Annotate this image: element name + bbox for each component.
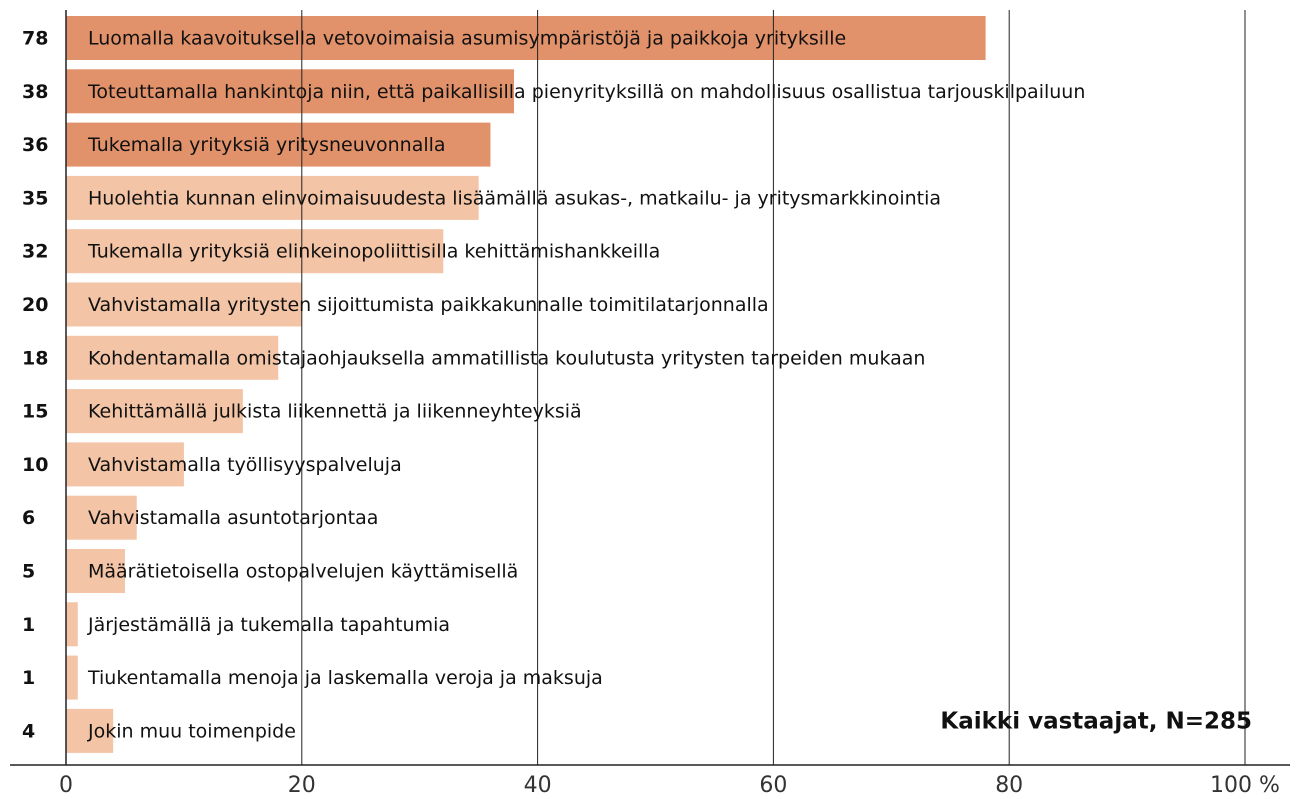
value-label: 15 [22,401,48,423]
x-tick-label: 100 % [1210,773,1280,798]
x-tick-label: 20 [288,773,316,798]
x-tick-label: 80 [995,773,1023,798]
value-label: 20 [22,294,48,316]
value-label: 35 [22,187,48,209]
value-label: 10 [22,454,48,476]
category-label: Järjestämällä ja tukemalla tapahtumia [87,614,450,636]
bar [66,16,986,60]
value-label: 1 [22,614,35,636]
bar [66,549,125,593]
category-label: Luomalla kaavoituksella vetovoimaisia as… [88,28,846,50]
layer [66,16,986,753]
category-label: Jokin muu toimenpide [87,720,296,742]
x-tick-label: 0 [59,773,73,798]
bar [66,175,479,220]
value-label: 4 [22,720,35,742]
bar [66,69,515,114]
layer: 0 20 40 60 80 100 % 78 Luomalla kaavoituksella … [22,28,1280,799]
value-label: 78 [22,28,48,50]
category-label: Määrätietoisella ostopalvelujen käyttämi… [88,561,518,583]
annotation: Kaikki vastaajat, N=285 [940,709,1252,735]
category-label: Huolehtia kunnan elinvoimaisuudesta lisä… [88,187,941,209]
x-tick-label: 60 [759,773,787,798]
value-label: 6 [22,507,35,529]
bar [66,229,444,274]
category-label: Kehittämällä julkista liikennettä ja lii… [88,401,582,423]
value-label: 38 [22,81,48,103]
category-label: Toteuttamalla hankintoja niin, että paik… [87,81,1085,103]
category-label: Tukemalla yrityksiä elinkeinopoliittisil… [87,241,660,263]
value-label: 32 [22,241,48,263]
value-label: 1 [22,667,35,689]
bar [66,442,184,487]
category-label: Kohdentamalla omistajaohjauksella ammati… [88,347,925,369]
bar [66,495,137,540]
bar [66,282,302,327]
category-label: Vahvistamalla työllisyyspalveluja [88,454,402,476]
value-label: 36 [22,134,48,156]
value-label: 18 [22,347,48,369]
bar [66,389,243,434]
bar [66,335,279,380]
x-tick-label: 40 [524,773,552,798]
category-label: Tukemalla yrityksiä yritysneuvonnalla [87,134,446,156]
layer [65,10,1246,765]
category-label: Vahvistamalla yritysten sijoittumista pa… [88,294,769,316]
bar [66,122,491,167]
bar [66,708,114,753]
value-label: 5 [22,561,35,583]
category-label: Tiukentamalla menoja ja laskemalla veroj… [87,667,603,689]
bar [66,655,78,700]
bar [66,602,78,647]
category-label: Vahvistamalla asuntotarjontaa [88,507,378,529]
